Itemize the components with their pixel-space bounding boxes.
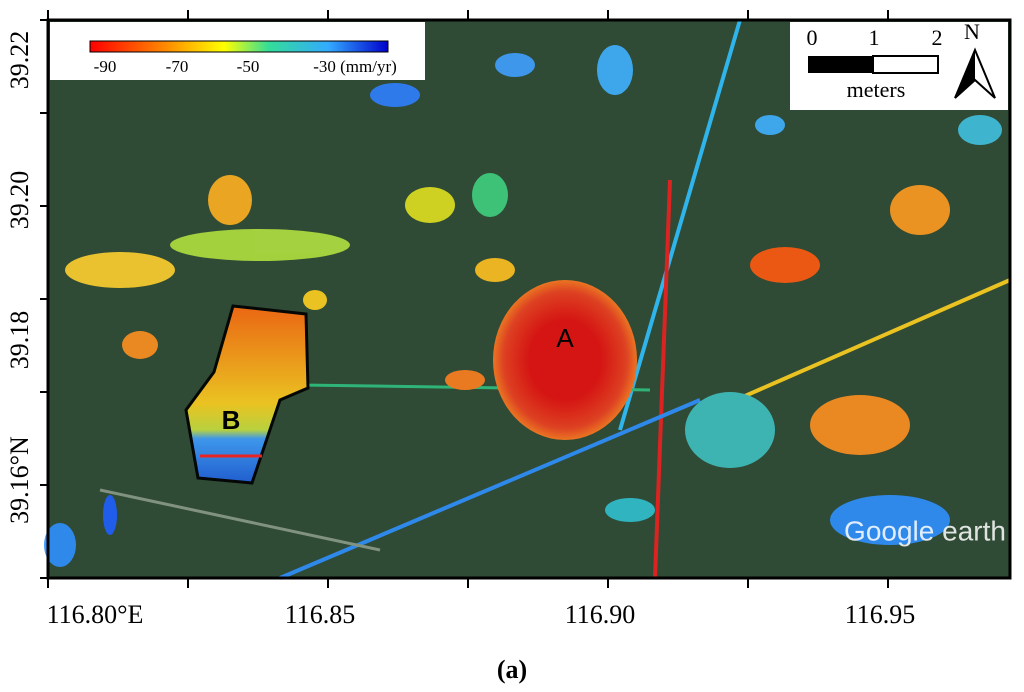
lon-label: 116.85 <box>285 600 356 629</box>
colorbar-label: -90 <box>94 57 117 76</box>
scale-label: 2 <box>932 25 943 50</box>
colorbar <box>89 40 389 53</box>
lon-label: 116.95 <box>845 600 916 629</box>
colorbar-label: -70 <box>166 57 189 76</box>
north-arrow <box>955 50 975 98</box>
marker-label: B <box>222 405 241 435</box>
scale-label: 0 <box>807 25 818 50</box>
lat-label: 39.18 <box>5 311 34 370</box>
north-label: N <box>964 19 980 44</box>
colorbar-label: -50 <box>237 57 260 76</box>
lon-label: 116.90 <box>565 600 636 629</box>
scale-unit: meters <box>847 77 906 102</box>
watermark: Google earth <box>844 515 1006 546</box>
caption: (a) <box>497 655 527 684</box>
map-features <box>44 19 1011 580</box>
lon-label: 116.80°E <box>47 600 144 629</box>
lat-label: 39.16°N <box>5 436 34 524</box>
lat-label: 39.22 <box>5 31 34 90</box>
marker-label: A <box>556 323 574 353</box>
colorbar-label: -30 (mm/yr) <box>313 57 397 76</box>
scale-label: 1 <box>869 25 880 50</box>
lat-label: 39.20 <box>5 171 34 230</box>
scale-bar <box>872 55 939 74</box>
scale-bar <box>808 56 873 73</box>
